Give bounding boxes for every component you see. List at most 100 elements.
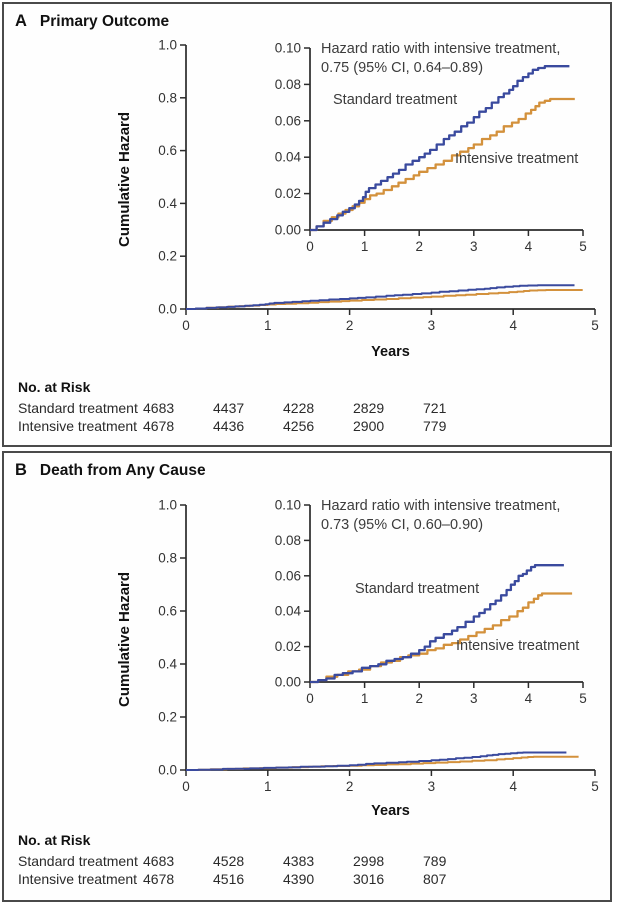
risk-value: 4256 [283,417,315,434]
standard-treatment-label: Standard treatment [333,92,458,108]
panel-letter: A [15,12,27,30]
svg-text:2: 2 [346,779,354,794]
table-row: Standard treatment 4683 4437 4228 2829 7… [18,400,600,418]
risk-value: 4683 [143,853,175,869]
risk-value: 4437 [213,400,245,416]
risk-value: 789 [423,853,447,869]
svg-text:0: 0 [182,318,190,333]
row-label: Standard treatment [18,853,138,869]
svg-text:1.0: 1.0 [158,498,177,513]
svg-text:5: 5 [579,239,587,254]
panel-title-row: B Death from Any Cause [15,461,206,480]
svg-text:3: 3 [428,318,436,333]
hazard-ratio-line2: 0.73 (95% CI, 0.60–0.90) [321,516,484,533]
risk-value: 4228 [283,400,315,416]
svg-text:0.00: 0.00 [275,223,301,238]
x-axis-label: Years [371,803,410,819]
table-row: Standard treatment 4683 4528 4383 2998 7… [18,853,600,871]
svg-text:0.02: 0.02 [275,186,301,201]
risk-value: 4528 [213,853,245,869]
svg-text:0.4: 0.4 [158,657,177,672]
svg-text:0.6: 0.6 [158,143,177,158]
risk-table-header: No. at Risk [18,379,91,395]
svg-text:1: 1 [264,779,272,794]
panel-title: Death from Any Cause [39,462,206,479]
risk-table: No. at Risk Standard treatment 4683 4437… [18,379,600,435]
risk-value: 2998 [353,853,385,869]
svg-text:1: 1 [361,691,369,706]
hazard-ratio-line1: Hazard ratio with intensive treatment, [321,41,561,57]
row-label: Intensive treatment [18,417,138,434]
risk-value: 779 [423,417,447,434]
risk-value: 3016 [353,870,385,887]
risk-value: 4516 [213,870,245,887]
svg-text:3: 3 [470,691,478,706]
risk-value: 721 [423,400,447,416]
svg-text:0.10: 0.10 [275,498,301,513]
risk-value: 4683 [143,400,175,416]
panel-primary-outcome: 0.0 0.2 0.4 0.6 0.8 1.0 0 1 2 3 4 5 0.00 0.02 0.04 0.06… [2,2,612,447]
panel-title: Primary Outcome [39,13,170,30]
y-axis-label: Cumulative Hazard [116,111,133,247]
svg-text:1: 1 [264,318,272,333]
chart-primary-outcome: 0.0 0.2 0.4 0.6 0.8 1.0 0 1 2 3 4 5 0.00 0.02 0.04 0.06… [158,38,599,334]
row-label: Standard treatment [18,400,138,416]
hazard-ratio-annotation: Hazard ratio with intensive treatment, 0… [321,497,560,534]
curve-standard-treatment-main [186,284,575,310]
row-label: Intensive treatment [18,870,138,887]
risk-value: 4383 [283,853,315,869]
panel-title-row: A Primary Outcome [15,12,169,31]
svg-text:3: 3 [428,779,436,794]
svg-text:0.8: 0.8 [158,551,177,566]
svg-text:0: 0 [306,239,314,254]
risk-value: 2900 [353,417,385,434]
svg-text:0.0: 0.0 [158,763,177,778]
svg-text:4: 4 [509,779,517,794]
svg-text:2: 2 [415,691,423,706]
svg-text:5: 5 [591,318,599,333]
curve-standard-treatment-inset [310,564,564,684]
svg-text:5: 5 [579,691,587,706]
svg-text:2: 2 [415,239,423,254]
svg-text:0: 0 [306,691,314,706]
svg-text:2: 2 [346,318,354,333]
intensive-treatment-label: Intensive treatment [455,151,579,167]
hazard-ratio-line2: 0.75 (95% CI, 0.64–0.89) [321,59,484,76]
svg-text:4: 4 [509,318,517,333]
svg-text:0.2: 0.2 [158,249,177,264]
risk-value: 4390 [283,870,315,887]
svg-text:3: 3 [470,239,478,254]
curve-standard-treatment-main [186,751,567,771]
y-axis-label: Cumulative Hazard [116,571,133,707]
standard-treatment-label: Standard treatment [355,581,480,597]
risk-table: No. at Risk Standard treatment 4683 4528… [18,832,600,888]
svg-text:0.06: 0.06 [275,113,301,128]
risk-value: 4436 [213,417,245,434]
risk-value: 4678 [143,417,175,434]
curve-intensive-treatment-inset [310,97,575,232]
svg-text:0: 0 [182,779,190,794]
svg-text:0.00: 0.00 [275,675,301,690]
hazard-ratio-annotation: Hazard ratio with intensive treatment, 0… [321,40,560,77]
svg-text:4: 4 [525,691,533,706]
x-axis-label: Years [371,344,410,360]
hazard-ratio-line1: Hazard ratio with intensive treatment, [321,498,561,514]
table-row: Intensive treatment 4678 4516 4390 3016 … [18,871,600,889]
svg-text:4: 4 [525,239,533,254]
svg-text:0.4: 0.4 [158,196,177,211]
svg-text:0.08: 0.08 [275,77,301,92]
svg-text:0.6: 0.6 [158,604,177,619]
svg-text:0.02: 0.02 [275,639,301,654]
svg-text:0.0: 0.0 [158,302,177,317]
panel-letter: B [15,461,27,479]
table-row: Intensive treatment 4678 4436 4256 2900 … [18,418,600,436]
svg-text:0.04: 0.04 [275,150,302,165]
risk-value: 2829 [353,400,385,416]
risk-table-header: No. at Risk [18,832,91,848]
curve-standard-treatment-inset [310,65,570,232]
svg-text:0.04: 0.04 [275,604,302,619]
intensive-treatment-label: Intensive treatment [456,638,580,654]
chart-death-any-cause: 0.0 0.2 0.4 0.6 0.8 1.0 0 1 2 3 4 5 0.00 0.02 0.04 0.06… [158,498,599,795]
svg-text:0.06: 0.06 [275,568,301,583]
